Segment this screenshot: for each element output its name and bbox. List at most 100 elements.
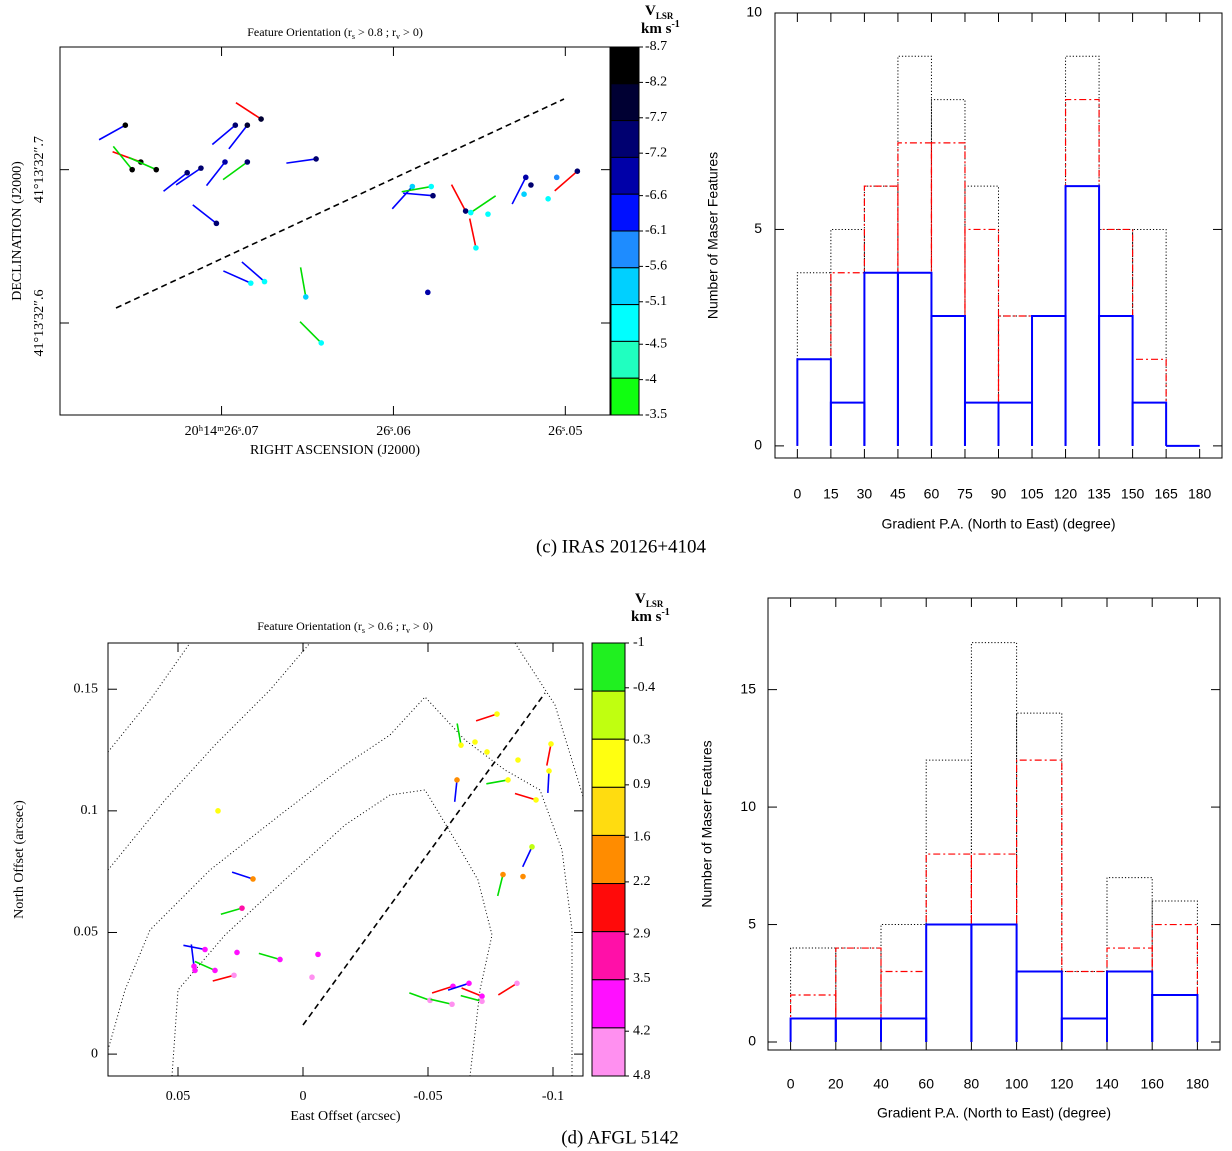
maser-feature — [192, 967, 198, 974]
colorbar-unit: km s-1 — [641, 19, 680, 38]
colorbar-tick-label: -1 — [633, 635, 645, 650]
maser-feature — [574, 168, 581, 174]
maser-feature — [472, 739, 478, 745]
maser-feature — [484, 749, 490, 755]
title-part: > 0.8 ; r — [355, 25, 396, 39]
maser-feature — [520, 873, 526, 880]
x-tick-label: 100 — [1005, 1076, 1029, 1092]
title-part: Feature Orientation (r — [247, 25, 352, 39]
maser-feature — [515, 757, 521, 763]
maser-feature — [494, 711, 500, 717]
maser-feature — [250, 876, 256, 882]
title-part: s — [352, 32, 355, 41]
orientation-line — [299, 267, 307, 298]
maser-feature — [479, 998, 485, 1005]
x-tick-label: 40 — [873, 1076, 889, 1092]
histogram-bar — [1131, 401, 1168, 446]
orientation-line — [299, 321, 322, 344]
maser-feature — [545, 196, 551, 202]
orientation-line — [231, 871, 254, 880]
colorbar-tick-label: -6.1 — [645, 223, 667, 238]
orientation-line — [192, 204, 217, 224]
colorbar-segment — [610, 304, 640, 342]
orientation-line — [175, 167, 202, 186]
colorbar-title-part: LSR — [646, 599, 664, 609]
y-axis-label: Number of Maser Features — [699, 740, 715, 907]
colorbar-tick-label: 0.9 — [633, 777, 651, 792]
orientation-line — [447, 982, 470, 991]
colorbar-segment — [610, 377, 640, 416]
x-tick-label: 135 — [1087, 486, 1111, 502]
y-axis-label: North Offset (arcsec) — [12, 800, 27, 919]
colorbar-tick-label: -3.5 — [645, 407, 667, 422]
maser-feature — [548, 741, 554, 747]
x-axis-label: East Offset (arcsec) — [290, 1109, 400, 1124]
x-axis-label: Gradient P.A. (North to East) (degree) — [882, 516, 1116, 532]
y-tick-label: 0.1 — [81, 803, 99, 818]
maser-feature — [202, 946, 208, 953]
orientation-line — [496, 874, 504, 897]
colorbar-tick-label: -6.6 — [645, 188, 667, 203]
orientation-line — [235, 102, 262, 120]
x-tick-label: -0.1 — [542, 1089, 564, 1104]
y-tick-label: 41°13′32″.7 — [32, 136, 47, 203]
colorbar-segment — [610, 120, 640, 158]
colorbar-tick-label: 0.3 — [633, 732, 651, 747]
colorbar-tick-label: -8.2 — [645, 75, 667, 90]
title-part: v — [396, 32, 400, 41]
title-part: s — [362, 626, 365, 635]
title-part: > 0) — [400, 25, 423, 39]
orientation-line — [403, 192, 434, 197]
colorbar-tick-label: -0.4 — [633, 680, 655, 695]
orientation-line — [163, 172, 188, 192]
colorbar-tick-label: -4 — [645, 372, 657, 387]
y-tick-label: 0 — [748, 1033, 756, 1049]
colorbar-segment — [591, 642, 626, 692]
y-tick-label: 10 — [740, 798, 756, 814]
orientation-line — [220, 907, 243, 915]
colorbar-unit-part: -1 — [661, 607, 669, 618]
colorbar-tick-label: -8.7 — [645, 39, 667, 54]
maser-feature — [313, 156, 319, 162]
x-tick-label: 20ʰ14ᵐ26ˢ.07 — [185, 424, 259, 439]
maser-feature — [261, 278, 268, 285]
contour — [108, 643, 191, 753]
colorbar-segment — [610, 230, 640, 269]
maser-feature — [449, 1001, 455, 1008]
orientation-line — [401, 185, 432, 193]
maser-feature — [533, 797, 539, 803]
x-tick-label: 30 — [857, 486, 873, 502]
maser-feature — [500, 871, 506, 878]
y-axis-label: DECLINATION (J2000) — [10, 161, 25, 301]
histogram-bar — [1151, 923, 1198, 1043]
plot-frame — [107, 642, 584, 1077]
maser-feature — [467, 209, 474, 216]
maser-feature — [244, 159, 251, 165]
title-part: > 0.6 ; r — [365, 619, 406, 633]
caption: (d) AFGL 5142 — [561, 1127, 679, 1148]
histogram-bar — [1016, 759, 1063, 1043]
orientation-line — [461, 987, 483, 997]
colorbar-tick-label: 2.2 — [633, 874, 651, 889]
maser-feature — [258, 116, 264, 122]
x-tick-label: 0 — [300, 1089, 307, 1104]
orientation-line — [211, 124, 236, 146]
x-tick-label: 180 — [1186, 1076, 1210, 1092]
x-tick-label: 26ˢ.06 — [376, 424, 410, 439]
orientation-line — [547, 770, 550, 793]
maser-feature — [428, 183, 435, 190]
orientation-line — [460, 994, 483, 1003]
orientation-line — [258, 952, 281, 961]
maser-feature — [462, 208, 469, 214]
maser-feature — [522, 174, 529, 181]
maser-feature — [234, 949, 240, 956]
maser-feature — [318, 340, 325, 346]
y-tick-label: 0 — [754, 437, 762, 453]
colorbar-unit: km s-1 — [631, 607, 670, 626]
colorbar-segment — [610, 340, 640, 379]
colorbar-tick-label: 4.8 — [633, 1068, 651, 1083]
chart-title: Feature Orientation (rs > 0.6 ; rv > 0) — [257, 619, 433, 636]
x-tick-label: 120 — [1054, 486, 1078, 502]
colorbar-title: VLSR — [645, 3, 674, 21]
histogram-bar — [1151, 994, 1199, 1043]
